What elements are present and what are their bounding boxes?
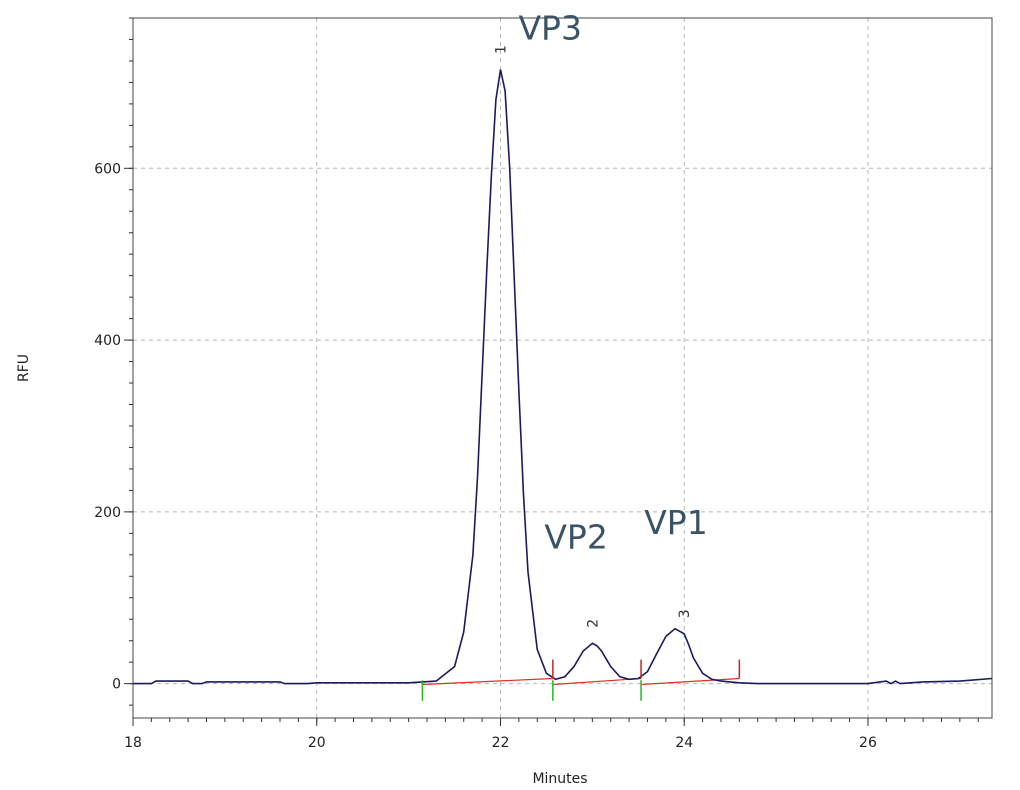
integration-marks <box>421 659 741 701</box>
baseline-segment <box>422 677 553 686</box>
peak-number-2: 2 <box>585 619 601 628</box>
peak-labels: 1 VP3 2 VP2 3 VP1 <box>493 9 707 628</box>
peak-annotation-vp1: VP1 <box>644 503 707 542</box>
peak-number-3: 3 <box>677 609 693 618</box>
baseline-segment <box>641 677 740 686</box>
y-axis: 0 200 400 600 <box>94 17 133 706</box>
baseline-segment <box>552 677 642 686</box>
y-tick-label: 400 <box>94 333 121 349</box>
peak-annotation-vp3: VP3 <box>518 9 581 48</box>
series-line-chromatogram <box>133 69 993 685</box>
y-axis-title: RFU <box>16 354 32 382</box>
baseline-segments <box>422 677 740 686</box>
x-tick-label: 20 <box>308 735 326 751</box>
x-tick-label: 24 <box>675 735 693 751</box>
x-tick-label: 22 <box>492 735 510 751</box>
x-tick-label: 18 <box>124 735 142 751</box>
plot-frame <box>132 17 993 719</box>
x-axis: 18 20 22 24 26 <box>124 718 979 751</box>
x-axis-title: Minutes <box>532 771 587 787</box>
peak-annotation-vp2: VP2 <box>544 517 607 556</box>
peak-number-1: 1 <box>493 45 509 54</box>
y-tick-label: 0 <box>112 677 121 693</box>
y-tick-label: 600 <box>94 161 121 177</box>
x-tick-label: 26 <box>859 735 877 751</box>
y-tick-label: 200 <box>94 505 121 521</box>
